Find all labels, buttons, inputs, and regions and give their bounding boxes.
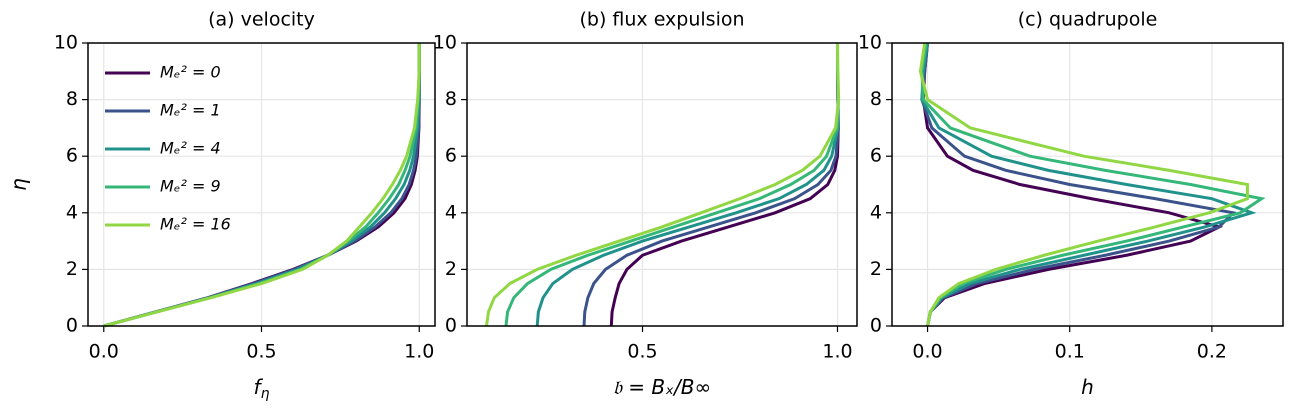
y-tick-label: 0 [66, 315, 78, 337]
panel-title: (b) flux expulsion [579, 9, 744, 31]
y-tick-label: 0 [445, 315, 457, 337]
line [920, 42, 1266, 327]
y-tick-label: 6 [66, 145, 78, 167]
y-tick-label: 10 [858, 32, 882, 54]
x-tick-label: 0.0 [89, 341, 119, 363]
y-tick-label: 4 [66, 201, 78, 223]
y-tick-label: 10 [54, 32, 78, 54]
x-tick-label: 1.0 [822, 341, 852, 363]
y-tick-label: 10 [433, 32, 457, 54]
y-tick-label: 8 [445, 88, 457, 110]
x-tick-label: 0.1 [1055, 341, 1085, 363]
x-tick-label: 1.0 [404, 341, 434, 363]
plot-frame [466, 42, 858, 327]
x-tick-label: 0.5 [246, 341, 276, 363]
legend-label: Mₑ² = 16 [160, 215, 231, 234]
y-tick-label: 2 [66, 258, 78, 280]
x-axis-label: fη [254, 375, 270, 403]
y-tick-label: 4 [870, 201, 882, 223]
panel-title: (a) velocity [208, 9, 315, 31]
line [504, 43, 840, 327]
line [582, 43, 840, 327]
y-tick-label: 0 [870, 315, 882, 337]
legend-label: Mₑ² = 1 [160, 101, 221, 120]
y-axis-label: η [7, 178, 31, 191]
line [920, 42, 1257, 327]
x-axis-label-base: h [1081, 375, 1094, 399]
x-axis-label-base: f [254, 375, 264, 399]
x-tick-label: 0.0 [912, 341, 942, 363]
x-axis-label: h [1081, 375, 1094, 399]
x-tick-label: 0.5 [627, 341, 657, 363]
line [485, 42, 841, 327]
x-tick-label: 0.2 [1197, 341, 1227, 363]
plot-frame [87, 42, 436, 327]
line [921, 42, 1224, 327]
y-tick-label: 2 [445, 258, 457, 280]
line [918, 42, 1249, 327]
x-axis-label-sub: η [261, 386, 270, 402]
y-tick-label: 6 [445, 145, 457, 167]
legend-label: Mₑ² = 0 [160, 63, 221, 82]
x-axis-label-base: 𝔟 = Bₓ/B∞ [613, 375, 711, 399]
legend-label: Mₑ² = 4 [160, 139, 221, 158]
y-tick-label: 6 [870, 145, 882, 167]
y-tick-label: 4 [445, 201, 457, 223]
panel-title: (c) quadrupole [1018, 9, 1158, 31]
line [920, 42, 1237, 327]
line [103, 43, 421, 328]
y-tick-label: 2 [870, 258, 882, 280]
x-axis-label: 𝔟 = Bₓ/B∞ [613, 375, 711, 399]
legend-label: Mₑ² = 9 [160, 177, 221, 196]
y-tick-label: 8 [66, 88, 78, 110]
y-tick-label: 8 [870, 88, 882, 110]
plot-frame [891, 42, 1284, 327]
